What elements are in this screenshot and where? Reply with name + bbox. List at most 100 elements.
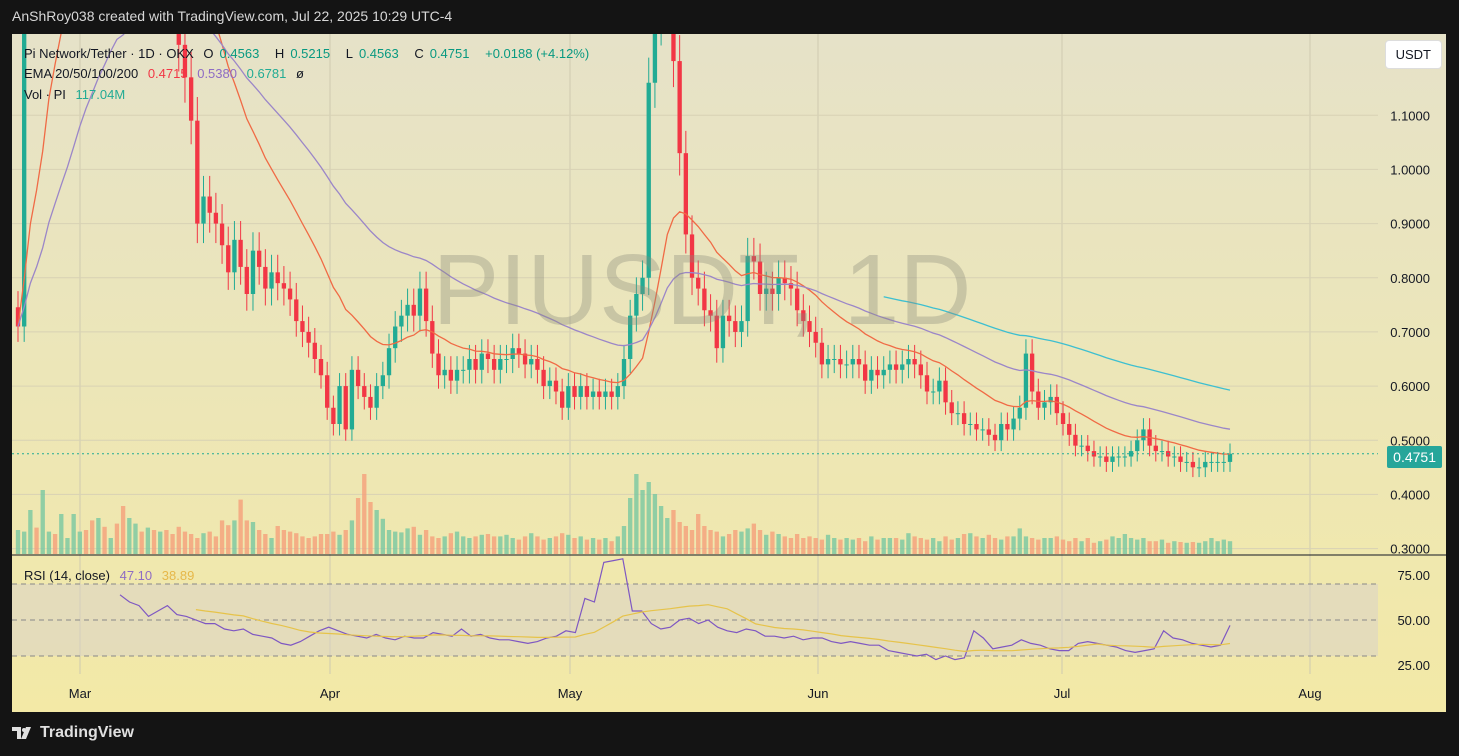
candle-body bbox=[1011, 418, 1016, 430]
candle-body bbox=[696, 277, 701, 289]
ema-legend[interactable]: EMA 20/50/100/200 0.4715 0.5380 0.6781 ø bbox=[24, 66, 310, 81]
candle-body bbox=[1141, 429, 1146, 441]
volume-bar bbox=[900, 539, 905, 554]
volume-bar bbox=[881, 538, 886, 554]
candle-body bbox=[856, 359, 862, 365]
candle-body bbox=[1178, 456, 1183, 462]
candle-body bbox=[708, 310, 713, 316]
volume-bar bbox=[1054, 536, 1060, 554]
low-label: L bbox=[345, 46, 353, 61]
candle-body bbox=[349, 369, 355, 430]
volume-bar bbox=[325, 534, 330, 554]
volume-bar bbox=[1184, 542, 1189, 554]
volume-bar bbox=[411, 526, 416, 554]
volume-bar bbox=[1029, 538, 1035, 554]
volume-bar bbox=[28, 510, 33, 554]
symbol-name[interactable]: Pi Network/Tether · 1D · OKX bbox=[24, 46, 194, 61]
volume-bar bbox=[603, 538, 608, 554]
volume-bar bbox=[355, 498, 361, 554]
candle-body bbox=[368, 396, 373, 408]
candle-body bbox=[405, 304, 410, 316]
volume-bar bbox=[1097, 541, 1103, 554]
volume-bar bbox=[529, 533, 534, 554]
volume-bar bbox=[516, 539, 522, 554]
price-tick-label: 0.5000 bbox=[1390, 433, 1430, 448]
volume-legend[interactable]: Vol · PI 117.04M bbox=[24, 87, 131, 102]
volume-bar bbox=[974, 536, 979, 554]
candle-body bbox=[689, 234, 695, 278]
volume-bar bbox=[714, 531, 719, 554]
ema100-value: 0.6781 bbox=[246, 66, 287, 81]
candle-body bbox=[201, 196, 206, 224]
candle-body bbox=[226, 245, 231, 273]
candle-body bbox=[844, 364, 849, 366]
footer-brand[interactable]: TradingView bbox=[12, 724, 134, 742]
volume-bar bbox=[479, 534, 484, 554]
volume-bar bbox=[250, 522, 256, 554]
candle-body bbox=[263, 266, 268, 289]
volume-bar bbox=[547, 538, 552, 554]
candle-body bbox=[1023, 353, 1029, 408]
candle-body bbox=[671, 34, 676, 62]
volume-bar bbox=[844, 538, 849, 554]
volume-bar bbox=[572, 538, 577, 554]
candle-body bbox=[566, 386, 571, 408]
volume-bar bbox=[473, 536, 478, 554]
volume-bar bbox=[65, 538, 70, 554]
volume-bar bbox=[745, 528, 750, 554]
volume-bar bbox=[448, 533, 454, 554]
candle-body bbox=[992, 434, 998, 441]
candle-body bbox=[535, 359, 540, 370]
candle-body bbox=[1128, 451, 1134, 457]
price-tick-label: 1.0000 bbox=[1390, 162, 1430, 177]
price-chart-svg[interactable]: Mar Apr May Jun Jul Aug 1.1000 1.0000 0.9000 0.80… bbox=[12, 34, 1446, 712]
volume-bar bbox=[893, 538, 899, 554]
candle-body bbox=[207, 196, 212, 213]
volume-bar bbox=[949, 539, 954, 554]
candle-body bbox=[924, 375, 930, 392]
candle-body bbox=[300, 321, 305, 332]
volume-bar bbox=[1048, 538, 1053, 554]
candle-body bbox=[213, 212, 219, 224]
volume-bar bbox=[931, 538, 936, 554]
candle-body bbox=[411, 304, 416, 316]
volume-bar bbox=[158, 531, 163, 554]
candle-body bbox=[739, 321, 744, 332]
volume-bar bbox=[689, 530, 695, 554]
candle-body bbox=[652, 34, 658, 83]
volume-bar bbox=[151, 530, 157, 554]
candle-body bbox=[1079, 445, 1084, 447]
candle-body bbox=[393, 326, 398, 349]
volume-bar bbox=[213, 536, 219, 554]
candle-body bbox=[374, 386, 379, 408]
volume-bar bbox=[943, 536, 948, 554]
volume-bar bbox=[906, 533, 911, 554]
volume-bar bbox=[127, 518, 132, 554]
candle-body bbox=[1017, 407, 1022, 419]
candle-body bbox=[615, 386, 620, 397]
rsi-legend[interactable]: RSI (14, close) 47.10 38.89 bbox=[24, 568, 200, 583]
candle-body bbox=[430, 321, 435, 354]
volume-bar bbox=[566, 534, 571, 554]
volume-bar bbox=[739, 531, 744, 554]
currency-button[interactable]: USDT bbox=[1384, 40, 1442, 69]
candle-body bbox=[250, 250, 256, 294]
volume-bar bbox=[1215, 541, 1220, 554]
candle-body bbox=[751, 256, 757, 262]
candle-body bbox=[442, 369, 447, 376]
volume-bar bbox=[801, 538, 806, 554]
candle-body bbox=[578, 386, 583, 397]
candle-body bbox=[1104, 456, 1109, 462]
candle-body bbox=[244, 266, 249, 294]
volume-bar bbox=[986, 534, 992, 554]
x-tick-label: Jun bbox=[808, 686, 829, 701]
rsi-line bbox=[119, 558, 1231, 661]
volume-bar bbox=[226, 525, 231, 554]
candle-body bbox=[312, 342, 317, 359]
chart-panel[interactable]: Mar Apr May Jun Jul Aug 1.1000 1.0000 0.9000 0.80… bbox=[12, 34, 1446, 712]
candle-body bbox=[219, 223, 225, 246]
candle-body bbox=[238, 239, 243, 267]
volume-bar bbox=[417, 534, 423, 554]
volume-bar bbox=[1227, 541, 1233, 554]
candle-body bbox=[918, 364, 923, 376]
